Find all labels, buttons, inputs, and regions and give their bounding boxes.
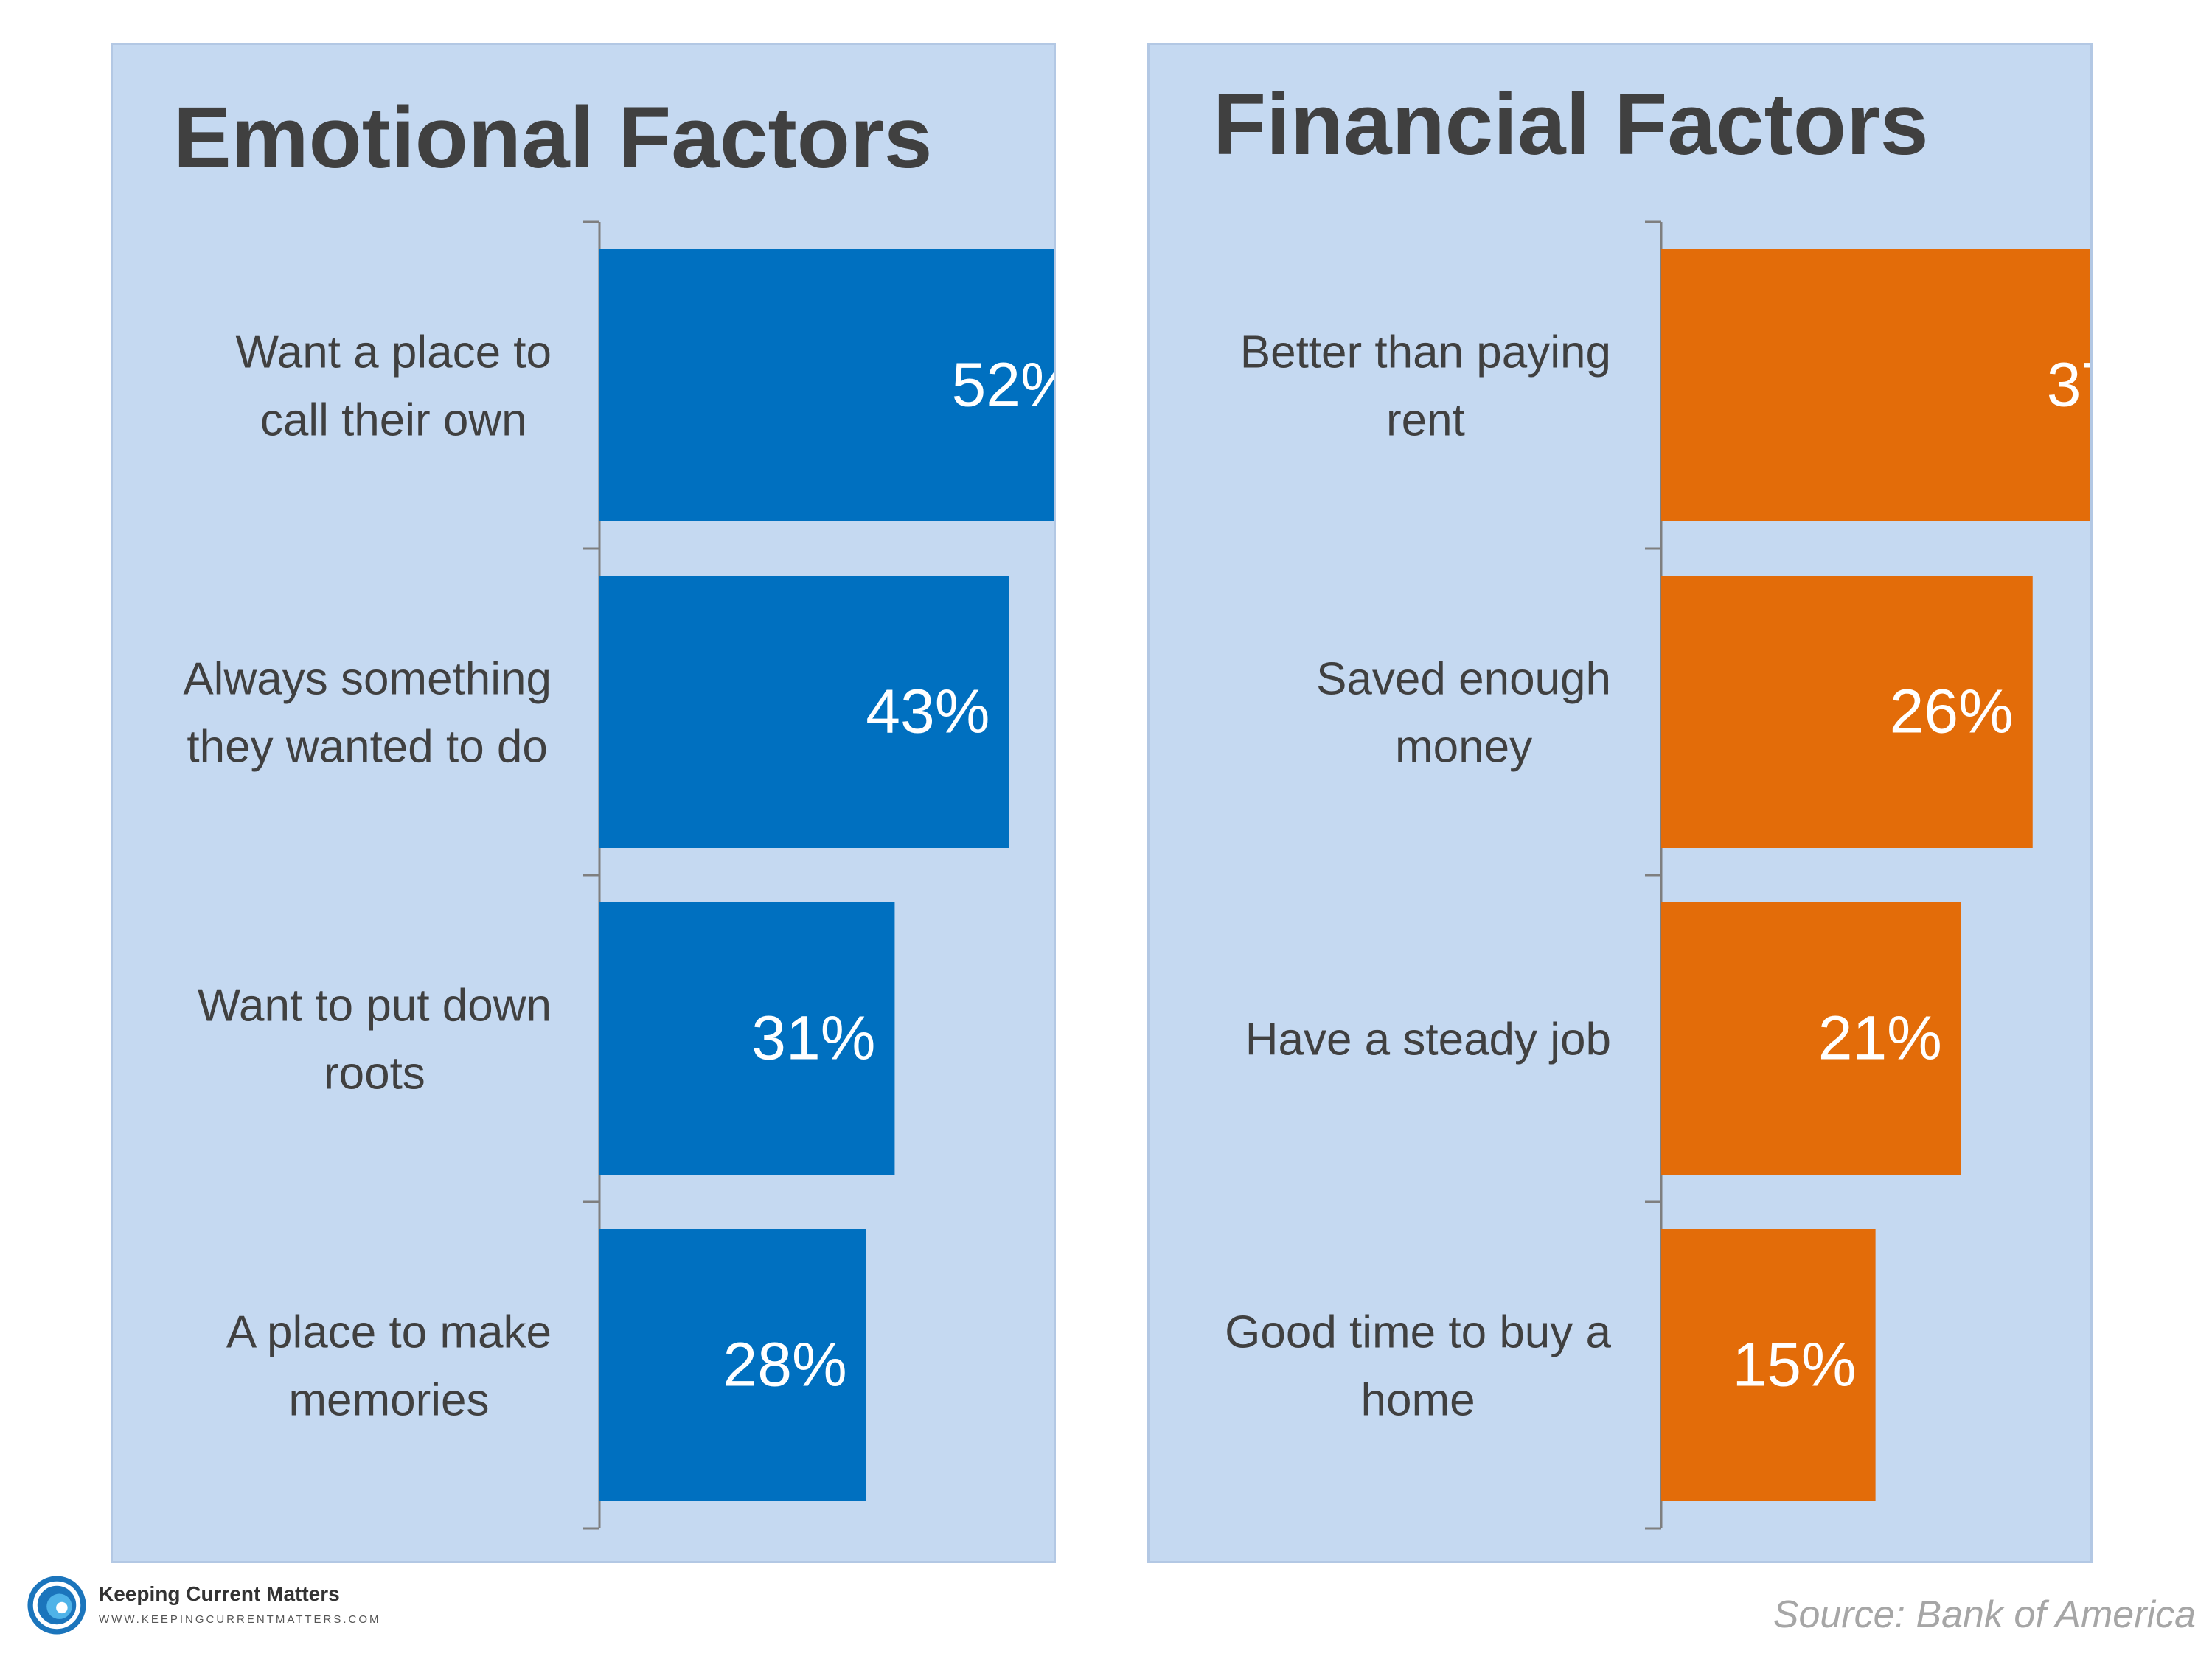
bar [1661,249,2090,521]
bar [599,249,1054,521]
category-label-line: Better than paying [1240,327,1611,378]
data-label: 21% [1818,1004,1942,1073]
category-label: Saved enough money [1316,654,1611,773]
data-label: 31% [751,1004,875,1073]
financial-factors-title: Financial Factors [1213,76,1929,173]
data-label: 43% [866,677,990,746]
category-label: Want to put down roots [198,981,552,1099]
swirl-logo-icon [27,1576,86,1635]
financial-factors-chart: 37% Better than paying rent 26% Saved enough… [1225,220,2090,1530]
category-label-line: home [1361,1375,1475,1426]
category-label-line: Want a place to [236,327,552,378]
data-label: 26% [1890,677,2014,746]
category-label-line: A place to make [226,1307,552,1358]
brand-name: Keeping Current Matters [99,1582,340,1605]
category-label-line: memories [288,1375,489,1426]
category-label-line: rent [1386,395,1465,446]
category-label: Want a place to call their own [236,327,552,446]
bar [599,902,895,1175]
category-label-line: roots [324,1048,425,1099]
bar [599,576,1009,848]
category-label: Better than paying rent [1240,327,1611,446]
emotional-factors-chart: 52% Want a place to call their own 43% Alway… [183,220,1054,1530]
source-note: Source: Bank of America [1773,1593,2196,1636]
brand-url: WWW.KEEPINGCURRENTMATTERS.COM [99,1613,381,1626]
category-label-line: Have a steady job [1245,1015,1611,1065]
category-label-line: Always something [183,654,552,705]
data-label: 52% [952,350,1054,420]
data-label: 15% [1733,1330,1857,1399]
category-label-line: Saved enough [1316,654,1611,705]
category-label: Always something they wanted to do [183,654,552,773]
category-label: Have a steady job [1245,1015,1611,1065]
category-label-line: Want to put down [198,981,552,1032]
data-label: 37% [2047,350,2090,420]
category-label-line: call their own [260,395,527,446]
data-label: 28% [723,1330,847,1399]
category-label-line: Good time to buy a [1225,1307,1611,1358]
bar [1661,576,2033,848]
bar [599,1229,866,1501]
brand-logo: Keeping Current Matters WWW.KEEPINGCURRE… [25,1572,438,1646]
category-label: A place to make memories [226,1307,552,1426]
financial-factors-panel: Financial Factors 37% Better than paying r… [1147,43,2093,1563]
emotional-factors-title: Emotional Factors [173,89,933,187]
emotional-factors-panel: Emotional Factors 52% Want a place to call… [111,43,1056,1563]
category-label-line: money [1395,722,1532,773]
bar [1661,902,1961,1175]
bar [1661,1229,1876,1501]
category-label: Good time to buy a home [1225,1307,1611,1426]
category-label-line: they wanted to do [187,722,547,773]
